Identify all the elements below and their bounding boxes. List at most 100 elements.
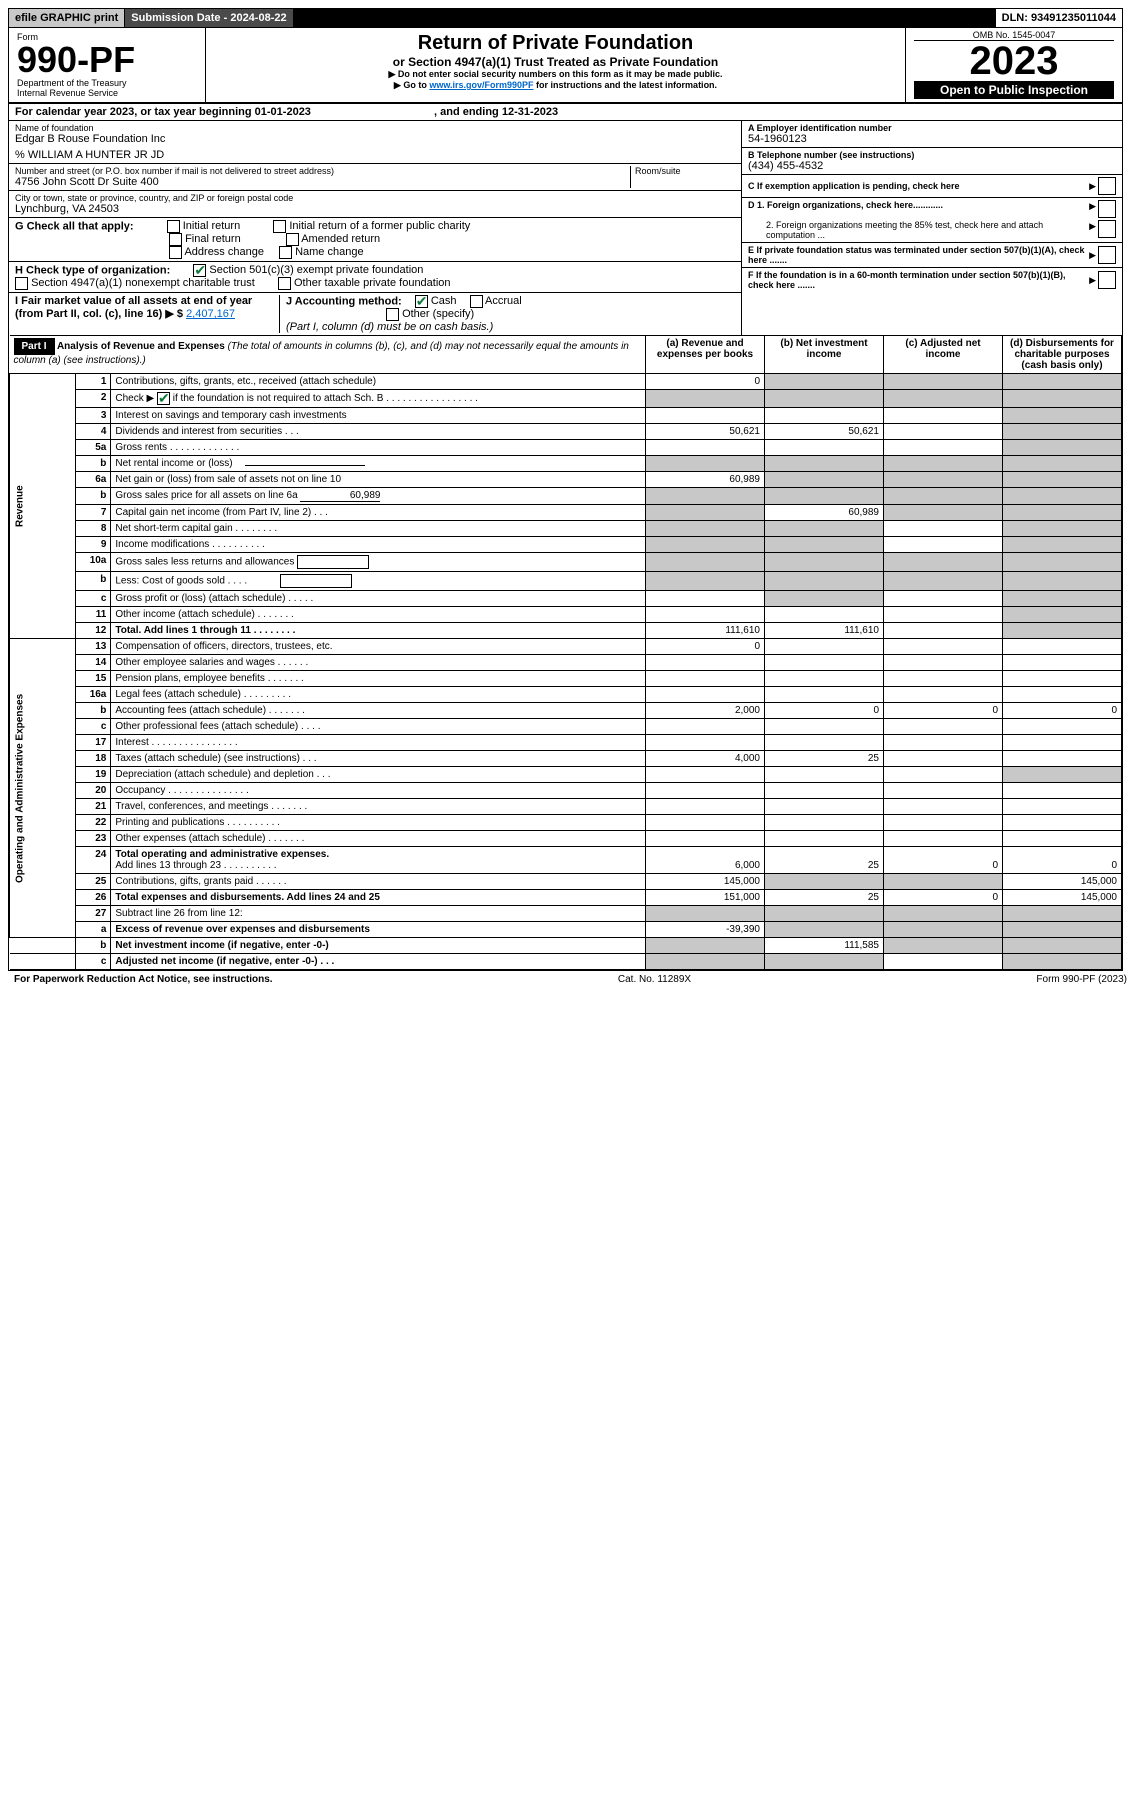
d-row: D 1. Foreign organizations, check here..…: [742, 198, 1122, 243]
j-note: (Part I, column (d) must be on cash basi…: [286, 321, 493, 333]
g-label: G Check all that apply:: [15, 220, 134, 232]
table-row: Revenue 1Contributions, gifts, grants, e…: [10, 374, 1122, 390]
a-label: A Employer identification number: [748, 123, 1116, 133]
h-label: H Check type of organization:: [15, 264, 170, 276]
efile-label[interactable]: efile GRAPHIC print: [9, 9, 125, 27]
table-row: 2Check ▶ if the foundation is not requir…: [10, 390, 1122, 408]
room-label: Room/suite: [635, 166, 735, 176]
irs-url-link[interactable]: www.irs.gov/Form990PF: [429, 80, 533, 90]
g-row: G Check all that apply: Initial return I…: [9, 218, 741, 262]
cb-other-tax[interactable]: [278, 277, 291, 290]
revenue-label: Revenue: [10, 374, 76, 639]
cb-initial-former[interactable]: [273, 220, 286, 233]
address-row: Number and street (or P.O. box number if…: [9, 164, 741, 191]
page-footer: For Paperwork Reduction Act Notice, see …: [8, 971, 1129, 988]
table-row: 12Total. Add lines 1 through 11 . . . . …: [10, 623, 1122, 639]
c-label: C If exemption application is pending, c…: [748, 181, 1089, 191]
f-row: F If the foundation is in a 60-month ter…: [742, 268, 1122, 292]
part1-header-row: Part I Analysis of Revenue and Expenses …: [10, 336, 1122, 374]
dln: DLN: 93491235011044: [996, 9, 1122, 27]
form-title: Return of Private Foundation: [214, 32, 897, 55]
table-row: aExcess of revenue over expenses and dis…: [10, 922, 1122, 938]
table-row: 3Interest on savings and temporary cash …: [10, 408, 1122, 424]
part1-table: Part I Analysis of Revenue and Expenses …: [9, 335, 1122, 970]
header-center: Return of Private Foundation or Section …: [206, 28, 906, 102]
cb-name-change[interactable]: [279, 246, 292, 259]
d2-label: 2. Foreign organizations meeting the 85%…: [748, 220, 1089, 240]
table-row: 17Interest . . . . . . . . . . . . . . .…: [10, 735, 1122, 751]
table-row: bNet investment income (if negative, ent…: [10, 938, 1122, 954]
table-row: 15Pension plans, employee benefits . . .…: [10, 671, 1122, 687]
cb-final[interactable]: [169, 233, 182, 246]
table-row: 8Net short-term capital gain . . . . . .…: [10, 521, 1122, 537]
i-j-row: I Fair market value of all assets at end…: [9, 293, 741, 335]
form-subtitle: or Section 4947(a)(1) Trust Treated as P…: [214, 55, 897, 69]
table-row: 20Occupancy . . . . . . . . . . . . . . …: [10, 783, 1122, 799]
cb-cash[interactable]: [415, 295, 428, 308]
footer-left: For Paperwork Reduction Act Notice, see …: [14, 974, 273, 985]
table-row: 18Taxes (attach schedule) (see instructi…: [10, 751, 1122, 767]
table-row: cOther professional fees (attach schedul…: [10, 719, 1122, 735]
dept-treasury: Department of the Treasury: [17, 78, 197, 88]
cb-c[interactable]: [1098, 177, 1116, 195]
b-label: B Telephone number (see instructions): [748, 150, 1116, 160]
i-value[interactable]: 2,407,167: [186, 308, 235, 320]
info-right: A Employer identification number 54-1960…: [742, 121, 1122, 335]
e-row: E If private foundation status was termi…: [742, 243, 1122, 268]
footer-cat: Cat. No. 11289X: [618, 974, 691, 985]
table-row: Operating and Administrative Expenses 13…: [10, 639, 1122, 655]
table-row: 19Depreciation (attach schedule) and dep…: [10, 767, 1122, 783]
cb-e[interactable]: [1098, 246, 1116, 264]
col-a-hdr: (a) Revenue and expenses per books: [646, 336, 765, 374]
cb-f[interactable]: [1098, 271, 1116, 289]
arrow-icon: [1089, 274, 1098, 286]
cb-501c3[interactable]: [193, 264, 206, 277]
col-b-hdr: (b) Net investment income: [765, 336, 884, 374]
table-row: 21Travel, conferences, and meetings . . …: [10, 799, 1122, 815]
table-row: bLess: Cost of goods sold . . . .: [10, 572, 1122, 591]
note-ssn: ▶ Do not enter social security numbers o…: [214, 69, 897, 80]
cb-other-method[interactable]: [386, 308, 399, 321]
arrow-icon: [1089, 180, 1098, 192]
table-row: bNet rental income or (loss): [10, 456, 1122, 472]
header-left: Form 990-PF Department of the Treasury I…: [9, 28, 206, 102]
foundation-name-row: Name of foundation Edgar B Rouse Foundat…: [9, 121, 741, 164]
table-row: 14Other employee salaries and wages . . …: [10, 655, 1122, 671]
table-row: 6aNet gain or (loss) from sale of assets…: [10, 472, 1122, 488]
calendar-year: For calendar year 2023, or tax year begi…: [9, 104, 1122, 120]
cb-amended[interactable]: [286, 233, 299, 246]
cb-addr-change[interactable]: [169, 246, 182, 259]
ein: 54-1960123: [748, 133, 1116, 145]
table-row: bAccounting fees (attach schedule) . . .…: [10, 703, 1122, 719]
tax-year: 2023: [914, 41, 1114, 81]
j-label: J Accounting method:: [286, 295, 402, 307]
cb-4947[interactable]: [15, 277, 28, 290]
cb-d1[interactable]: [1098, 200, 1116, 218]
info-section: Name of foundation Edgar B Rouse Foundat…: [9, 121, 1122, 335]
table-row: cAdjusted net income (if negative, enter…: [10, 954, 1122, 970]
table-row: 9Income modifications . . . . . . . . . …: [10, 537, 1122, 553]
table-row: 25Contributions, gifts, grants paid . . …: [10, 874, 1122, 890]
top-bar: efile GRAPHIC print Submission Date - 20…: [9, 9, 1122, 28]
foundation-name: Edgar B Rouse Foundation Inc: [15, 133, 735, 145]
cb-initial[interactable]: [167, 220, 180, 233]
table-row: 16aLegal fees (attach schedule) . . . . …: [10, 687, 1122, 703]
open-public: Open to Public Inspection: [914, 81, 1114, 99]
form-number: 990-PF: [17, 42, 197, 78]
d1-label: D 1. Foreign organizations, check here..…: [748, 200, 1089, 210]
table-row: 4Dividends and interest from securities …: [10, 424, 1122, 440]
care-of: % WILLIAM A HUNTER JR JD: [15, 149, 735, 161]
table-row: 26Total expenses and disbursements. Add …: [10, 890, 1122, 906]
col-c-hdr: (c) Adjusted net income: [884, 336, 1003, 374]
cb-d2[interactable]: [1098, 220, 1116, 238]
e-label: E If private foundation status was termi…: [748, 245, 1089, 265]
cb-accrual[interactable]: [470, 295, 483, 308]
arrow-icon: [1089, 249, 1098, 261]
city-row: City or town, state or province, country…: [9, 191, 741, 218]
form-990pf: efile GRAPHIC print Submission Date - 20…: [8, 8, 1123, 971]
cb-sch-b[interactable]: [157, 392, 170, 405]
part1-title: Analysis of Revenue and Expenses: [57, 341, 228, 352]
part1-badge: Part I: [14, 338, 55, 355]
table-row: 23Other expenses (attach schedule) . . .…: [10, 831, 1122, 847]
phone: (434) 455-4532: [748, 160, 1116, 172]
